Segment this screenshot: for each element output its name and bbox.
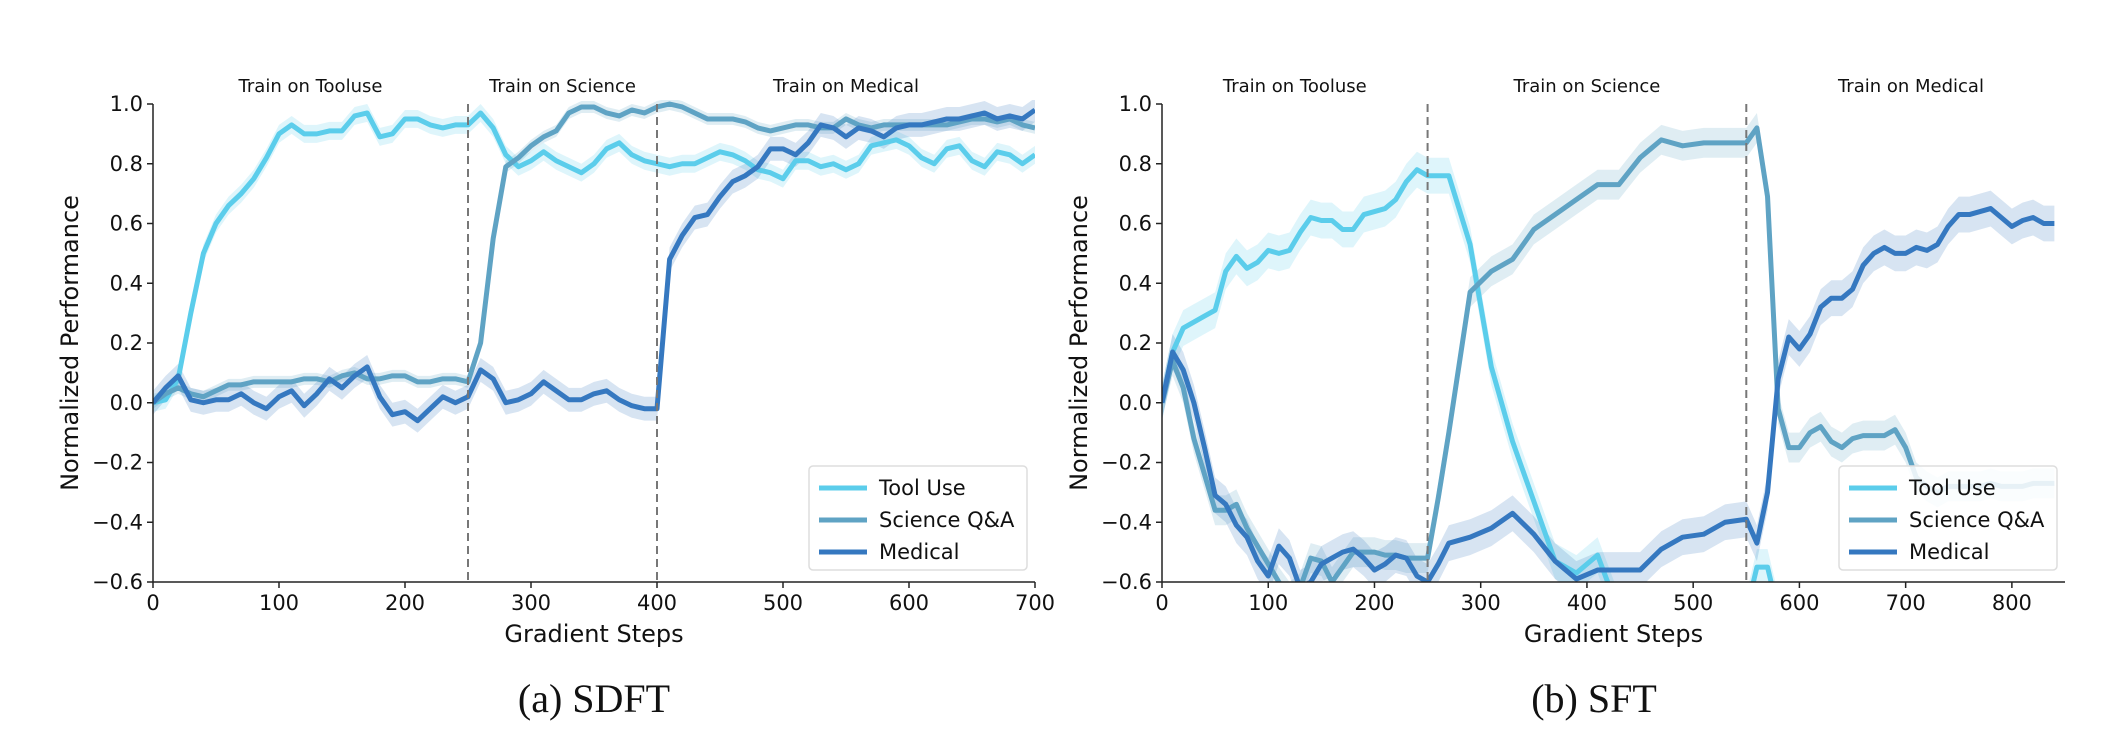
- legend-label: Tool Use: [1908, 476, 1996, 500]
- y-tick-label: 0.4: [110, 271, 143, 295]
- x-tick-label: 800: [1992, 591, 2032, 615]
- y-tick-label: 0.6: [110, 212, 143, 236]
- y-tick-label: −0.2: [92, 451, 143, 475]
- y-tick-label: −0.2: [1101, 451, 1152, 475]
- legend-box: [808, 465, 1028, 571]
- y-tick-label: 0.2: [1119, 331, 1152, 355]
- x-tick-label: 600: [889, 591, 929, 615]
- confidence-band-tool_use: [153, 104, 1035, 412]
- x-tick-label: 200: [385, 591, 425, 615]
- legend-label: Science Q&A: [1909, 508, 2045, 532]
- x-tick-label: 200: [1354, 591, 1394, 615]
- y-axis-label: Normalized Performance: [1065, 195, 1093, 491]
- y-tick-label: 0.8: [1119, 152, 1152, 176]
- x-tick-label: 100: [259, 591, 299, 615]
- subfigure-caption: (b) SFT: [1531, 676, 1657, 721]
- phase-label: Train on Science: [488, 76, 636, 97]
- legend-box: [1838, 465, 2058, 571]
- y-axis-label: Normalized Performance: [56, 195, 84, 491]
- confidence-band-medical: [1162, 190, 2055, 582]
- y-tick-label: 0.0: [1119, 391, 1152, 415]
- y-tick-label: 0.2: [110, 331, 143, 355]
- y-tick-label: −0.4: [1101, 510, 1152, 534]
- y-tick-label: 1.0: [110, 92, 143, 116]
- legend-label: Medical: [1909, 540, 1989, 564]
- confidence-band-medical: [153, 100, 1035, 433]
- plot-area: [153, 100, 1035, 433]
- series-line-medical: [153, 107, 1035, 424]
- phase-label: Train on Tooluse: [238, 76, 383, 97]
- y-tick-label: 0.6: [1119, 212, 1152, 236]
- y-tick-label: 1.0: [1119, 92, 1152, 116]
- y-tick-label: −0.6: [1101, 570, 1152, 594]
- y-tick-label: −0.4: [92, 510, 143, 534]
- phase-label: Train on Tooluse: [1222, 76, 1367, 97]
- chart-panel-sdft: 0 100 200 300 400 500 600 700 −0.6 −0.4 −0.2 0.0 0.2…: [56, 76, 1055, 721]
- x-tick-label: 700: [1886, 591, 1926, 615]
- legend-label: Medical: [879, 540, 959, 564]
- y-tick-label: 0.0: [110, 391, 143, 415]
- x-tick-label: 100: [1248, 591, 1288, 615]
- x-tick-label: 700: [1015, 591, 1055, 615]
- y-tick-label: −0.6: [92, 570, 143, 594]
- x-tick-label: 400: [1567, 591, 1607, 615]
- legend-label: Tool Use: [878, 476, 966, 500]
- x-tick-label: 400: [637, 591, 677, 615]
- x-tick-label: 300: [511, 591, 551, 615]
- x-tick-label: 300: [1461, 591, 1501, 615]
- x-tick-label: 0: [1155, 591, 1168, 615]
- x-tick-label: 500: [1673, 591, 1713, 615]
- x-tick-label: 500: [763, 591, 803, 615]
- phase-label: Train on Medical: [772, 76, 919, 97]
- series-line-tool_use: [1162, 167, 1774, 582]
- subfigure-caption: (a) SDFT: [518, 676, 670, 721]
- legend-label: Science Q&A: [879, 508, 1015, 532]
- y-tick-label: 0.8: [110, 152, 143, 176]
- confidence-band-science: [153, 100, 1035, 409]
- series-line-tool_use: [153, 110, 1035, 406]
- phase-label: Train on Science: [1513, 76, 1661, 97]
- y-tick-label: 0.4: [1119, 271, 1152, 295]
- series-line-medical: [1162, 206, 2055, 582]
- chart-panel-sft: 0 100 200 300 400 500 600 700 800 −0.6 −0.4 −0.2 0.0…: [1065, 76, 2065, 721]
- phase-label: Train on Medical: [1837, 76, 1984, 97]
- x-tick-label: 0: [146, 591, 159, 615]
- x-axis-label: Gradient Steps: [504, 620, 683, 648]
- series-line-science: [153, 101, 1035, 405]
- x-tick-label: 600: [1779, 591, 1819, 615]
- legend: Tool Use Science Q&A Medical: [1838, 465, 2058, 571]
- legend: Tool Use Science Q&A Medical: [808, 465, 1028, 571]
- x-axis-label: Gradient Steps: [1524, 620, 1703, 648]
